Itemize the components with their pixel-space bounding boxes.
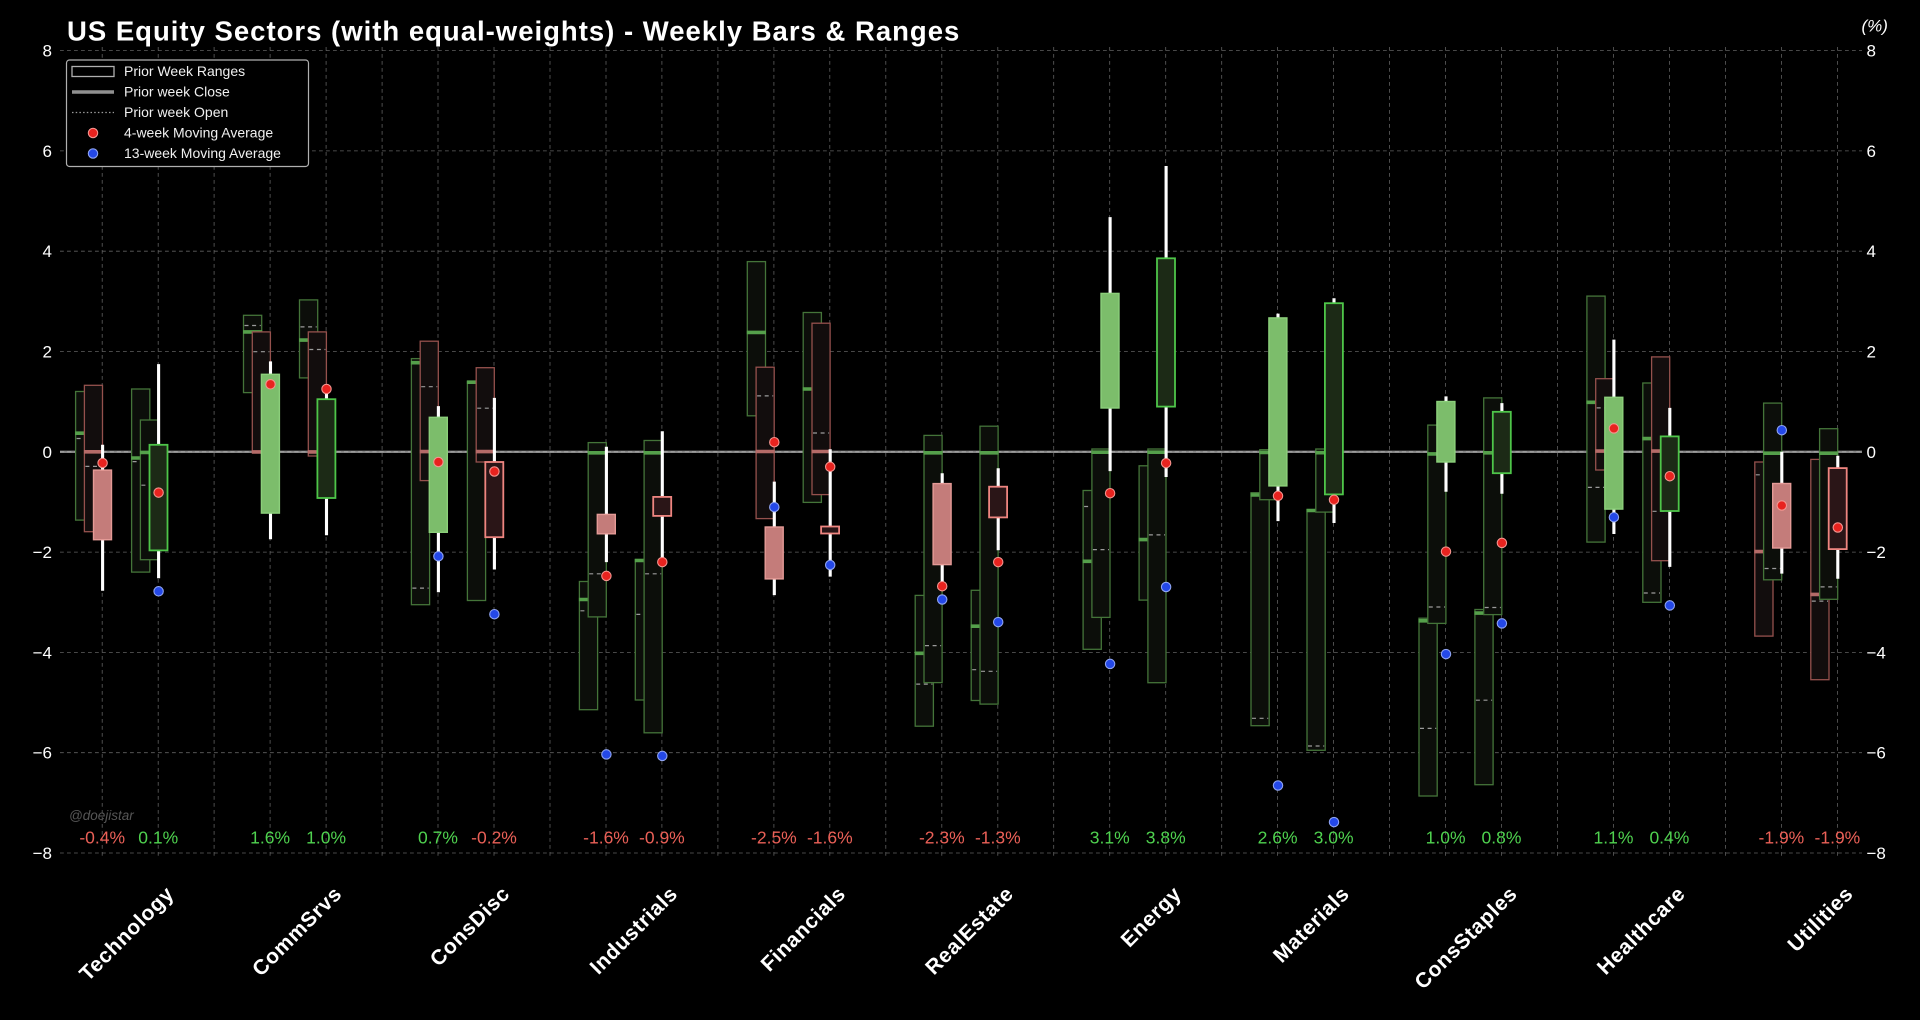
- svg-text:1.6%: 1.6%: [250, 828, 290, 848]
- svg-text:−8: −8: [33, 844, 52, 863]
- svg-text:-0.9%: -0.9%: [639, 828, 685, 848]
- svg-text:-1.6%: -1.6%: [807, 828, 853, 848]
- svg-text:6: 6: [1867, 142, 1876, 161]
- svg-text:8: 8: [43, 42, 52, 61]
- svg-text:−4: −4: [33, 643, 52, 662]
- svg-text:1.1%: 1.1%: [1594, 828, 1634, 848]
- svg-text:-1.9%: -1.9%: [1759, 828, 1805, 848]
- svg-text:3.8%: 3.8%: [1146, 828, 1186, 848]
- svg-text:8: 8: [1867, 42, 1876, 61]
- svg-text:3.1%: 3.1%: [1090, 828, 1130, 848]
- svg-text:(%): (%): [1862, 17, 1888, 36]
- svg-text:0: 0: [43, 443, 52, 462]
- svg-text:-1.9%: -1.9%: [1815, 828, 1861, 848]
- svg-text:0.1%: 0.1%: [138, 828, 178, 848]
- svg-text:Prior week Open: Prior week Open: [124, 104, 228, 120]
- svg-text:3.0%: 3.0%: [1314, 828, 1354, 848]
- svg-text:4: 4: [43, 242, 52, 261]
- svg-text:-1.6%: -1.6%: [583, 828, 629, 848]
- svg-text:−4: −4: [1867, 643, 1886, 662]
- svg-text:2: 2: [43, 343, 52, 362]
- svg-text:Prior Week Ranges: Prior Week Ranges: [124, 63, 245, 79]
- svg-text:−6: −6: [1867, 744, 1886, 763]
- svg-text:−2: −2: [33, 543, 52, 562]
- svg-text:4-week Moving Average: 4-week Moving Average: [124, 125, 273, 141]
- svg-text:-2.3%: -2.3%: [919, 828, 965, 848]
- svg-text:1.0%: 1.0%: [1426, 828, 1466, 848]
- svg-text:-1.3%: -1.3%: [975, 828, 1021, 848]
- svg-text:0.8%: 0.8%: [1482, 828, 1522, 848]
- svg-text:2.6%: 2.6%: [1258, 828, 1298, 848]
- svg-text:−6: −6: [33, 744, 52, 763]
- svg-text:6: 6: [43, 142, 52, 161]
- svg-text:0.4%: 0.4%: [1649, 828, 1689, 848]
- svg-text:−8: −8: [1867, 844, 1886, 863]
- svg-text:4: 4: [1867, 242, 1876, 261]
- svg-text:-0.4%: -0.4%: [79, 828, 125, 848]
- svg-text:2: 2: [1867, 343, 1876, 362]
- svg-text:-2.5%: -2.5%: [751, 828, 797, 848]
- svg-text:13-week Moving Average: 13-week Moving Average: [124, 145, 281, 161]
- svg-text:0.7%: 0.7%: [418, 828, 458, 848]
- svg-text:US Equity Sectors (with equal-: US Equity Sectors (with equal-weights) -…: [67, 16, 960, 47]
- svg-text:-0.2%: -0.2%: [471, 828, 517, 848]
- svg-text:1.0%: 1.0%: [306, 828, 346, 848]
- svg-text:@doejistar: @doejistar: [69, 808, 134, 823]
- svg-text:Prior week Close: Prior week Close: [124, 84, 230, 100]
- svg-text:0: 0: [1867, 443, 1876, 462]
- svg-text:−2: −2: [1867, 543, 1886, 562]
